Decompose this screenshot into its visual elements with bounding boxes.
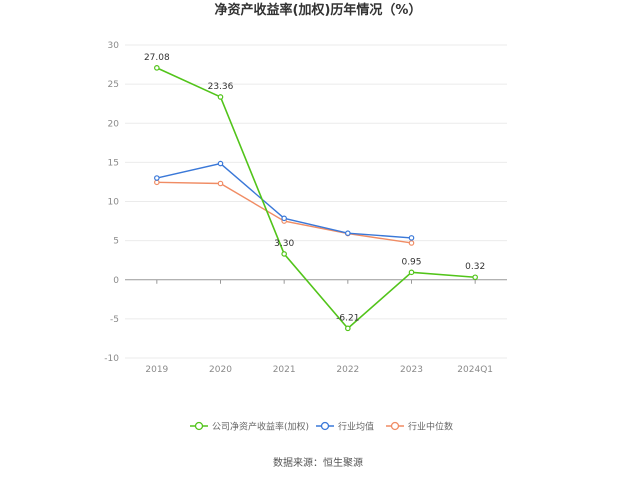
y-tick-label: 30 [108, 41, 120, 51]
data-labels: 27.08 23.36 3.30 -6.21 0.95 0.32 [144, 53, 485, 323]
data-point-1 [345, 230, 351, 236]
legend-marker-circle [390, 421, 400, 431]
data-label: 0.95 [401, 257, 421, 267]
axes: 30 25 20 15 10 5 0 -5 -10 2019 2020 2021 2022 2023 202… [104, 41, 493, 375]
data-point-1 [408, 235, 415, 241]
legend: 公司净资产收益率(加权) 行业均值 行业中位数 [190, 421, 453, 433]
series-line-0 [156, 67, 476, 330]
data-point-0 [408, 269, 415, 276]
data-point-0 [472, 274, 478, 281]
data-label: 27.08 [144, 53, 170, 63]
data-point-0 [217, 94, 224, 100]
y-tick-label: 25 [108, 80, 119, 90]
legend-label: 行业均值 [338, 421, 374, 433]
data-label: 3.30 [274, 239, 294, 249]
chart-title: 净资产收益率(加权)历年情况（%） [215, 2, 422, 18]
grid [125, 44, 507, 359]
data-label: -6.21 [336, 313, 359, 323]
data-point-0 [281, 251, 287, 257]
data-point-2 [217, 180, 224, 187]
data-label: 0.32 [465, 262, 485, 272]
legend-label: 公司净资产收益率(加权) [212, 421, 309, 433]
legend-marker-circle [320, 421, 330, 431]
series-line-2 [156, 181, 412, 244]
legend-label: 行业中位数 [408, 421, 453, 433]
data-point-2 [408, 240, 415, 246]
x-tick-label: 2022 [336, 365, 359, 375]
series-lines [154, 65, 478, 332]
data-point-0 [154, 65, 160, 71]
legend-marker-circle [194, 421, 204, 431]
y-tick-label: 5 [113, 237, 119, 247]
y-tick-label: -5 [110, 315, 119, 325]
x-tick-label: 2019 [145, 365, 168, 375]
data-point-1 [154, 175, 160, 181]
y-tick-label: 0 [113, 276, 119, 286]
x-tick-label: 2024Q1 [457, 365, 493, 375]
data-point-1 [217, 160, 224, 167]
y-tick-label: -10 [104, 354, 119, 364]
x-tick-label: 2021 [273, 365, 296, 375]
source-note: 数据来源：恒生聚源 [273, 456, 363, 469]
y-tick-label: 15 [108, 158, 119, 168]
data-label: 23.36 [208, 82, 234, 92]
data-point-1 [281, 215, 287, 222]
x-tick-label: 2023 [400, 365, 423, 375]
series-line-1 [156, 162, 412, 239]
data-point-0 [345, 325, 351, 332]
y-tick-label: 20 [108, 119, 120, 129]
y-tick-label: 10 [108, 198, 120, 208]
x-tick-label: 2020 [209, 365, 232, 375]
